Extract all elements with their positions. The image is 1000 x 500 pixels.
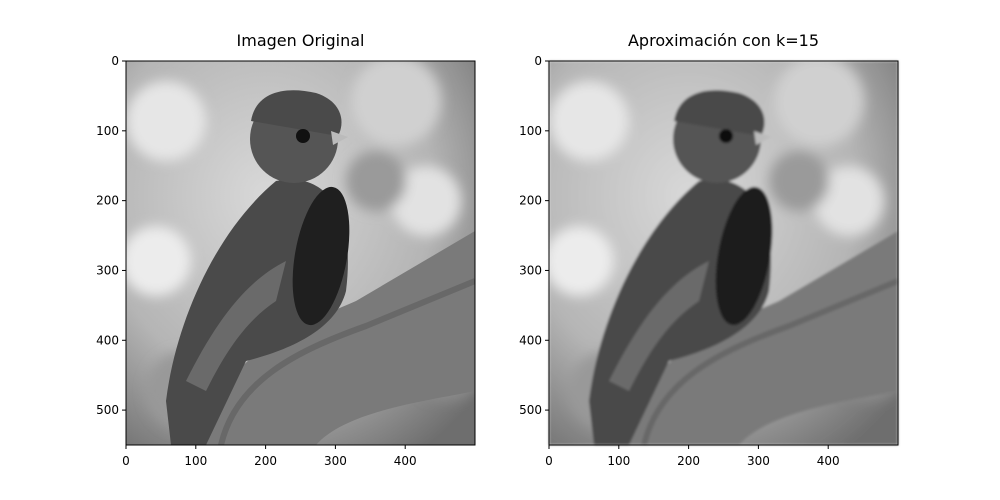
panel-title: Aproximación con k=15 [628, 31, 819, 50]
y-tick-label: 100 [96, 124, 119, 138]
y-tick-label: 100 [519, 124, 542, 138]
y-tick-label: 0 [111, 54, 119, 68]
x-tick-label: 300 [324, 454, 347, 468]
x-tick-label: 200 [677, 454, 700, 468]
y-tick-label: 0 [534, 54, 542, 68]
x-tick-label: 200 [254, 454, 277, 468]
y-tick-label: 500 [519, 403, 542, 417]
photo [544, 56, 909, 445]
axes-frame [548, 60, 899, 446]
y-tick-label: 200 [96, 194, 119, 208]
image-panel: Aproximación con k=15 0 100 200 300 400 0 100 2… [519, 31, 909, 468]
y-tick-label: 200 [519, 194, 542, 208]
image-panel: Imagen Original 0 100 200 300 400 0 100 200 300 4… [96, 31, 486, 468]
photo [121, 56, 486, 445]
y-tick-label: 500 [96, 403, 119, 417]
y-tick-label: 400 [519, 333, 542, 347]
x-tick-label: 300 [747, 454, 770, 468]
y-tick-label: 400 [96, 333, 119, 347]
x-tick-label: 400 [817, 454, 840, 468]
x-tick-label: 100 [607, 454, 630, 468]
x-tick-label: 400 [394, 454, 417, 468]
y-tick-label: 300 [519, 263, 542, 277]
y-tick-label: 300 [96, 263, 119, 277]
x-tick-label: 0 [122, 454, 130, 468]
x-tick-label: 100 [184, 454, 207, 468]
axes-frame [125, 60, 476, 446]
panel-title: Imagen Original [237, 31, 365, 50]
x-tick-label: 0 [545, 454, 553, 468]
